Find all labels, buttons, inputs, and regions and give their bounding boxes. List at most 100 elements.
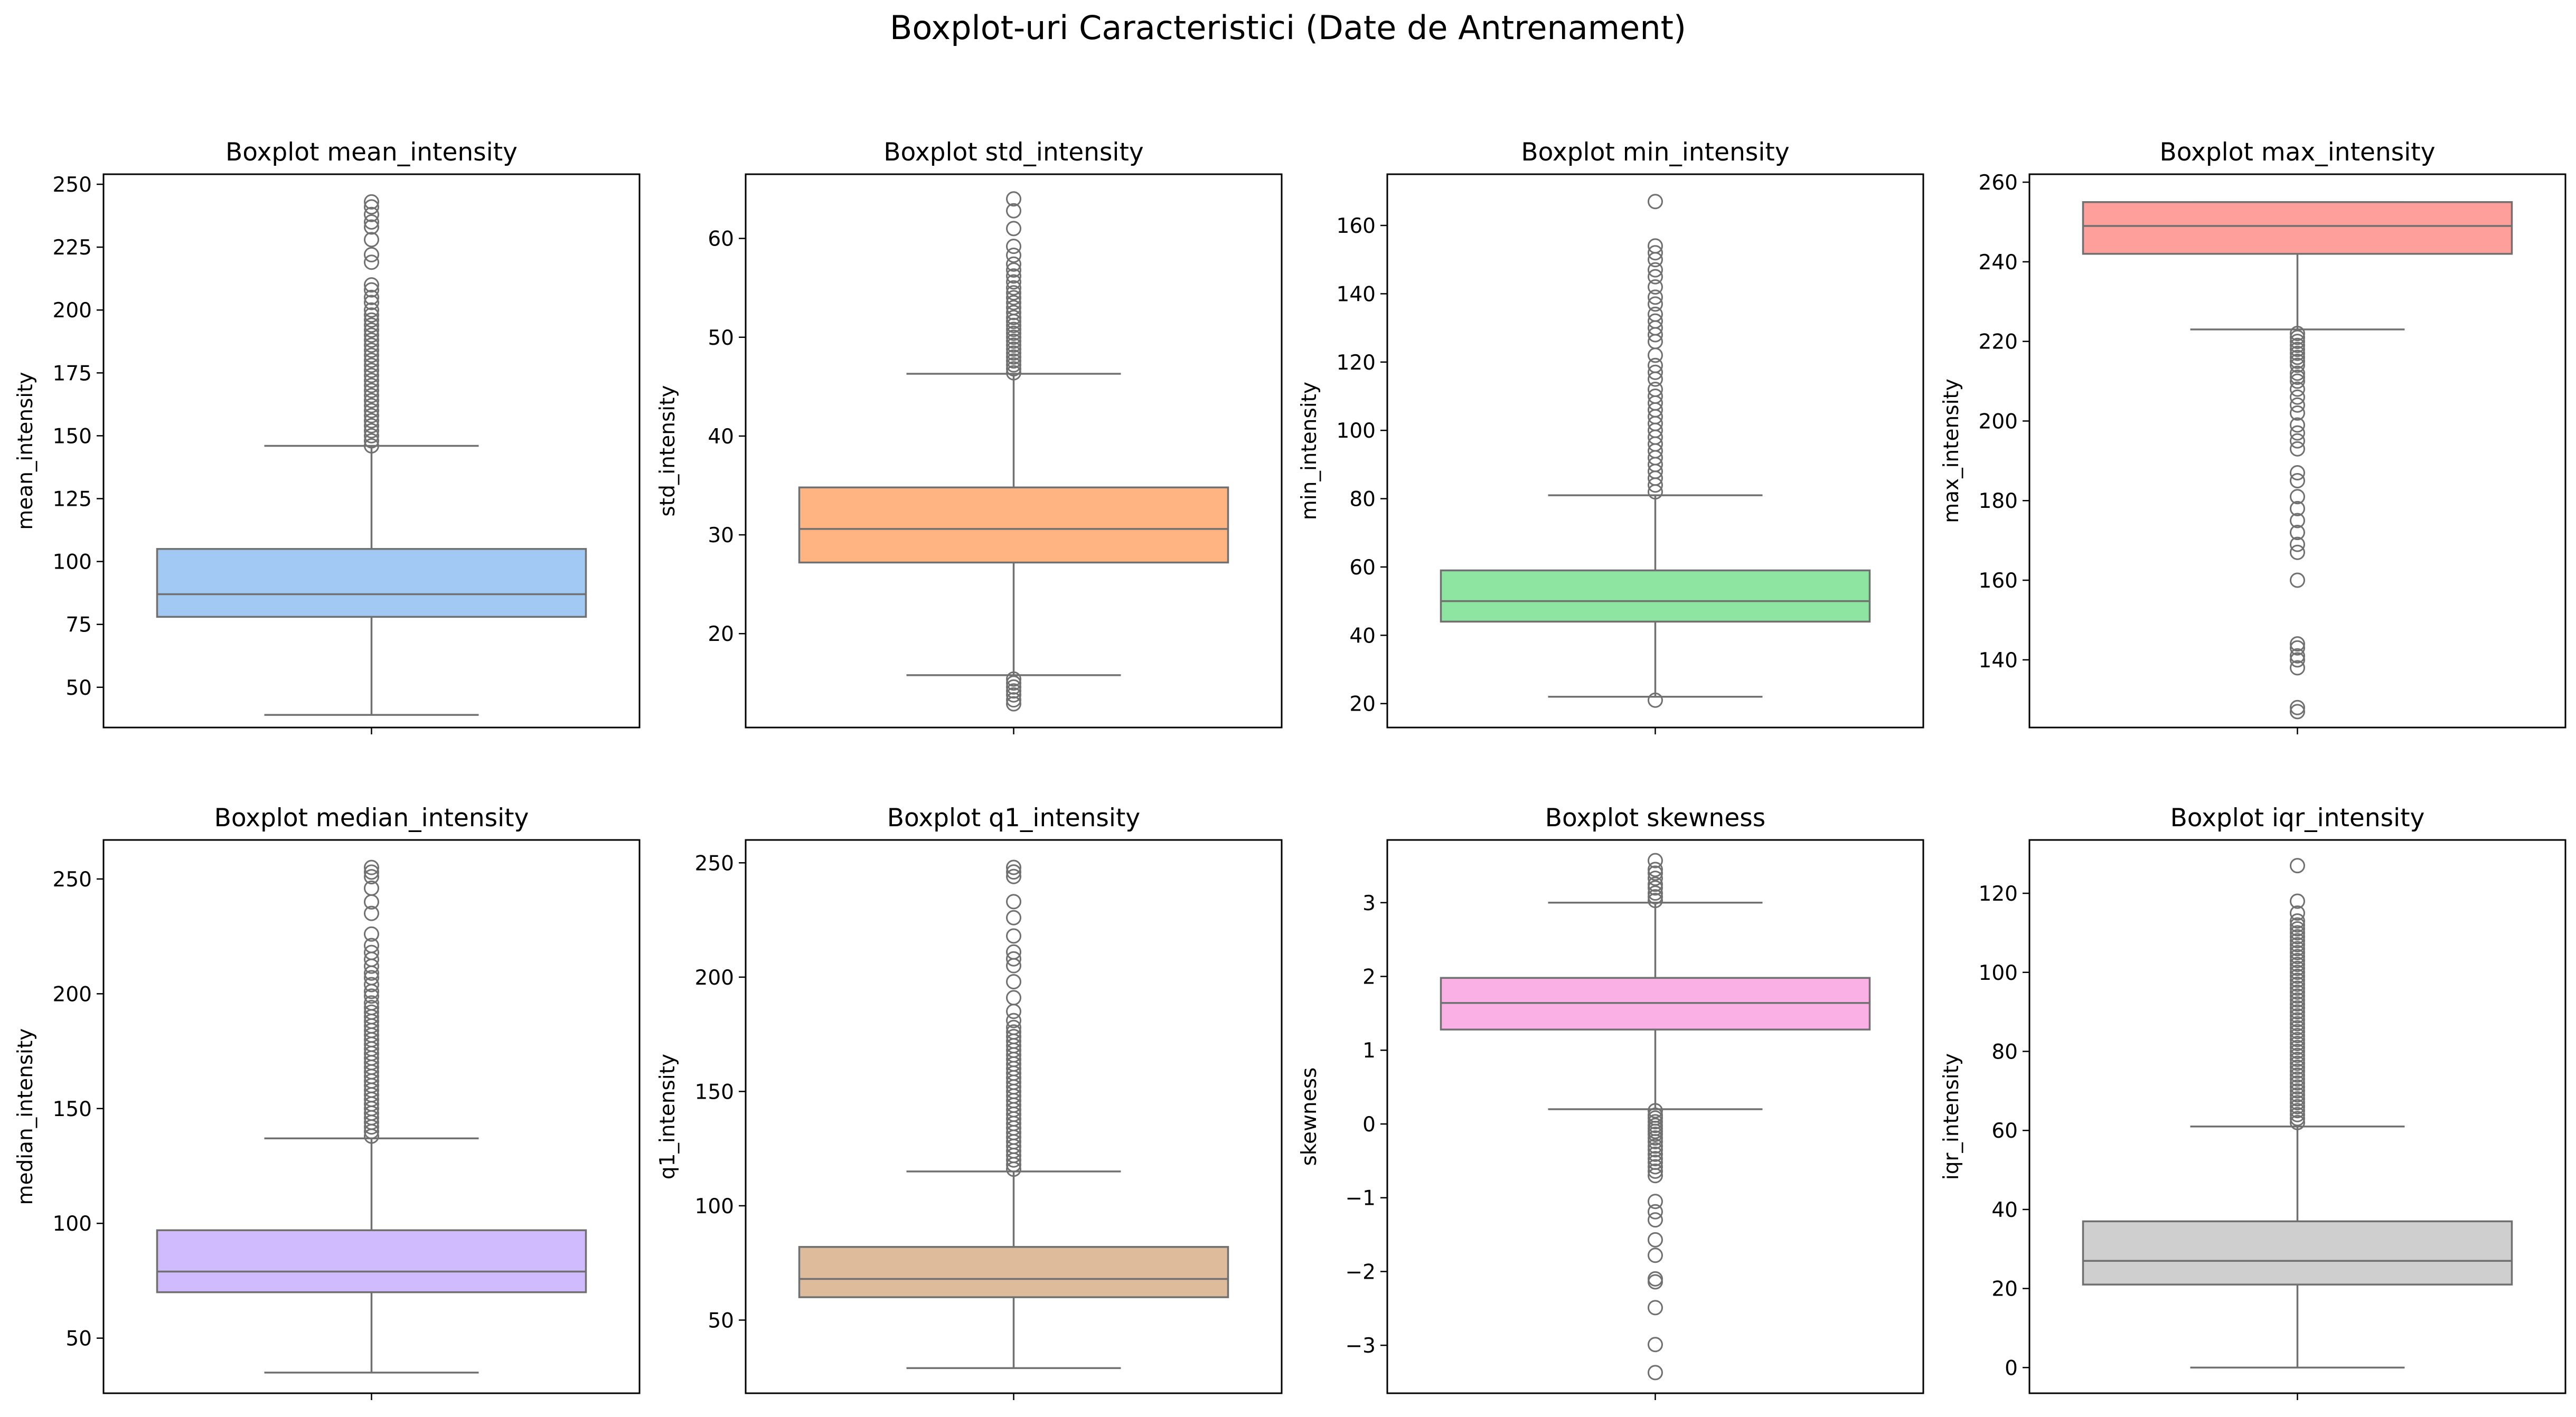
outlier-point: [364, 393, 379, 409]
outlier-point: [1648, 1337, 1663, 1353]
y-tick-label: 250: [53, 868, 92, 892]
outlier-point: [2290, 405, 2305, 421]
outlier-point: [2290, 1099, 2305, 1114]
outlier-point: [364, 347, 379, 363]
y-tick-label: 200: [1979, 410, 2018, 433]
outlier-point: [2290, 473, 2305, 489]
outlier-point: [2290, 513, 2305, 528]
outlier-point: [1648, 238, 1663, 254]
outlier-point: [1006, 894, 1021, 910]
subplot: Boxplot iqr_intensity iqr_intensity 0 20 40 6…: [1940, 804, 2566, 1400]
outlier-point: [2290, 465, 2305, 480]
outlier-point: [364, 428, 379, 443]
outlier-point: [1006, 203, 1021, 219]
y-tick-label: 50: [65, 676, 92, 700]
outlier-point: [2290, 636, 2305, 652]
outlier-point: [2290, 957, 2305, 972]
outlier-point: [2290, 984, 2305, 1000]
outlier-point: [2290, 913, 2305, 929]
outlier-point: [1006, 305, 1021, 320]
outlier-point: [1006, 295, 1021, 310]
y-axis-label: mean_intensity: [14, 372, 37, 530]
y-tick-label: 100: [695, 1195, 734, 1218]
y-tick-label: −3: [1346, 1334, 1376, 1358]
outlier-point: [364, 408, 379, 423]
outlier-point: [364, 194, 379, 210]
outlier-point: [1006, 221, 1021, 237]
outlier-point: [364, 282, 379, 298]
outlier-point: [364, 337, 379, 353]
outlier-point: [2290, 544, 2305, 560]
subplot-title: Boxplot q1_intensity: [887, 804, 1140, 833]
outlier-point: [2290, 1071, 2305, 1087]
outlier-point: [2290, 700, 2305, 715]
outlier-point: [364, 219, 379, 235]
y-axis-label: median_intensity: [14, 1028, 37, 1205]
outlier-point: [2290, 572, 2305, 588]
y-tick-label: 140: [1337, 282, 1376, 306]
y-tick-label: 1: [1362, 1039, 1376, 1063]
outlier-point: [1648, 1127, 1663, 1142]
outlier-point: [1006, 1024, 1021, 1040]
outlier-point: [1006, 692, 1021, 708]
outlier-point: [364, 944, 379, 960]
outlier-point: [2290, 937, 2305, 952]
subplot: Boxplot mean_intensity mean_intensity 50 75…: [14, 138, 641, 734]
y-tick-label: 200: [695, 966, 734, 990]
outlier-point: [1006, 349, 1021, 365]
outlier-point: [2290, 441, 2305, 457]
outlier-point: [1648, 262, 1663, 278]
outlier-point: [364, 254, 379, 270]
outlier-point: [2290, 996, 2305, 1012]
y-axis-label: q1_intensity: [656, 1054, 680, 1179]
iqr-box: [798, 1246, 1229, 1298]
y-axis-label: iqr_intensity: [1940, 1053, 1963, 1180]
y-tick-label: 150: [695, 1080, 734, 1104]
outlier-point: [1648, 1194, 1663, 1210]
outlier-point: [364, 214, 379, 230]
outlier-point: [364, 999, 379, 1015]
outlier-point: [364, 433, 379, 449]
outlier-point: [1648, 1134, 1663, 1150]
y-tick-label: 3: [1362, 892, 1376, 915]
y-tick-label: 180: [1979, 489, 2018, 513]
outlier-point: [1648, 388, 1663, 404]
y-tick-label: 60: [1991, 1119, 2018, 1143]
outlier-point: [1006, 859, 1021, 875]
outlier-point: [2290, 1103, 2305, 1119]
outlier-point: [2290, 1091, 2305, 1107]
outlier-point: [364, 995, 379, 1011]
outlier-point: [2290, 1095, 2305, 1111]
outlier-point: [1648, 1151, 1663, 1167]
outlier-point: [2290, 536, 2305, 552]
outlier-point: [364, 206, 379, 222]
outlier-point: [1006, 239, 1021, 254]
outlier-point: [1648, 876, 1663, 892]
outlier-point: [364, 232, 379, 248]
outlier-point: [1006, 256, 1021, 272]
outlier-point: [2290, 660, 2305, 676]
outlier-point: [1648, 1212, 1663, 1228]
outlier-point: [1648, 357, 1663, 373]
outlier-point: [1006, 361, 1021, 377]
outlier-point: [2290, 1040, 2305, 1055]
outlier-point: [2290, 357, 2305, 373]
outlier-point: [2290, 329, 2305, 345]
outlier-point: [1006, 247, 1021, 263]
outlier-point: [2290, 941, 2305, 957]
axes-frame: [745, 839, 1283, 1394]
outlier-point: [2290, 1059, 2305, 1075]
outlier-point: [2290, 980, 2305, 996]
outlier-point: [2290, 1067, 2305, 1083]
outlier-point: [2290, 992, 2305, 1008]
y-tick-label: 60: [1349, 556, 1376, 580]
subplot-title: Boxplot min_intensity: [1521, 138, 1789, 167]
outlier-point: [2290, 652, 2305, 668]
axes-frame: [745, 173, 1283, 729]
outlier-point: [1006, 357, 1021, 373]
outlier-point: [2290, 929, 2305, 944]
y-tick-label: 225: [53, 236, 92, 260]
figure-title: Boxplot-uri Caracteristici (Date de Antr…: [890, 8, 1686, 47]
outlier-point: [2290, 704, 2305, 720]
axes-frame: [2028, 839, 2566, 1394]
